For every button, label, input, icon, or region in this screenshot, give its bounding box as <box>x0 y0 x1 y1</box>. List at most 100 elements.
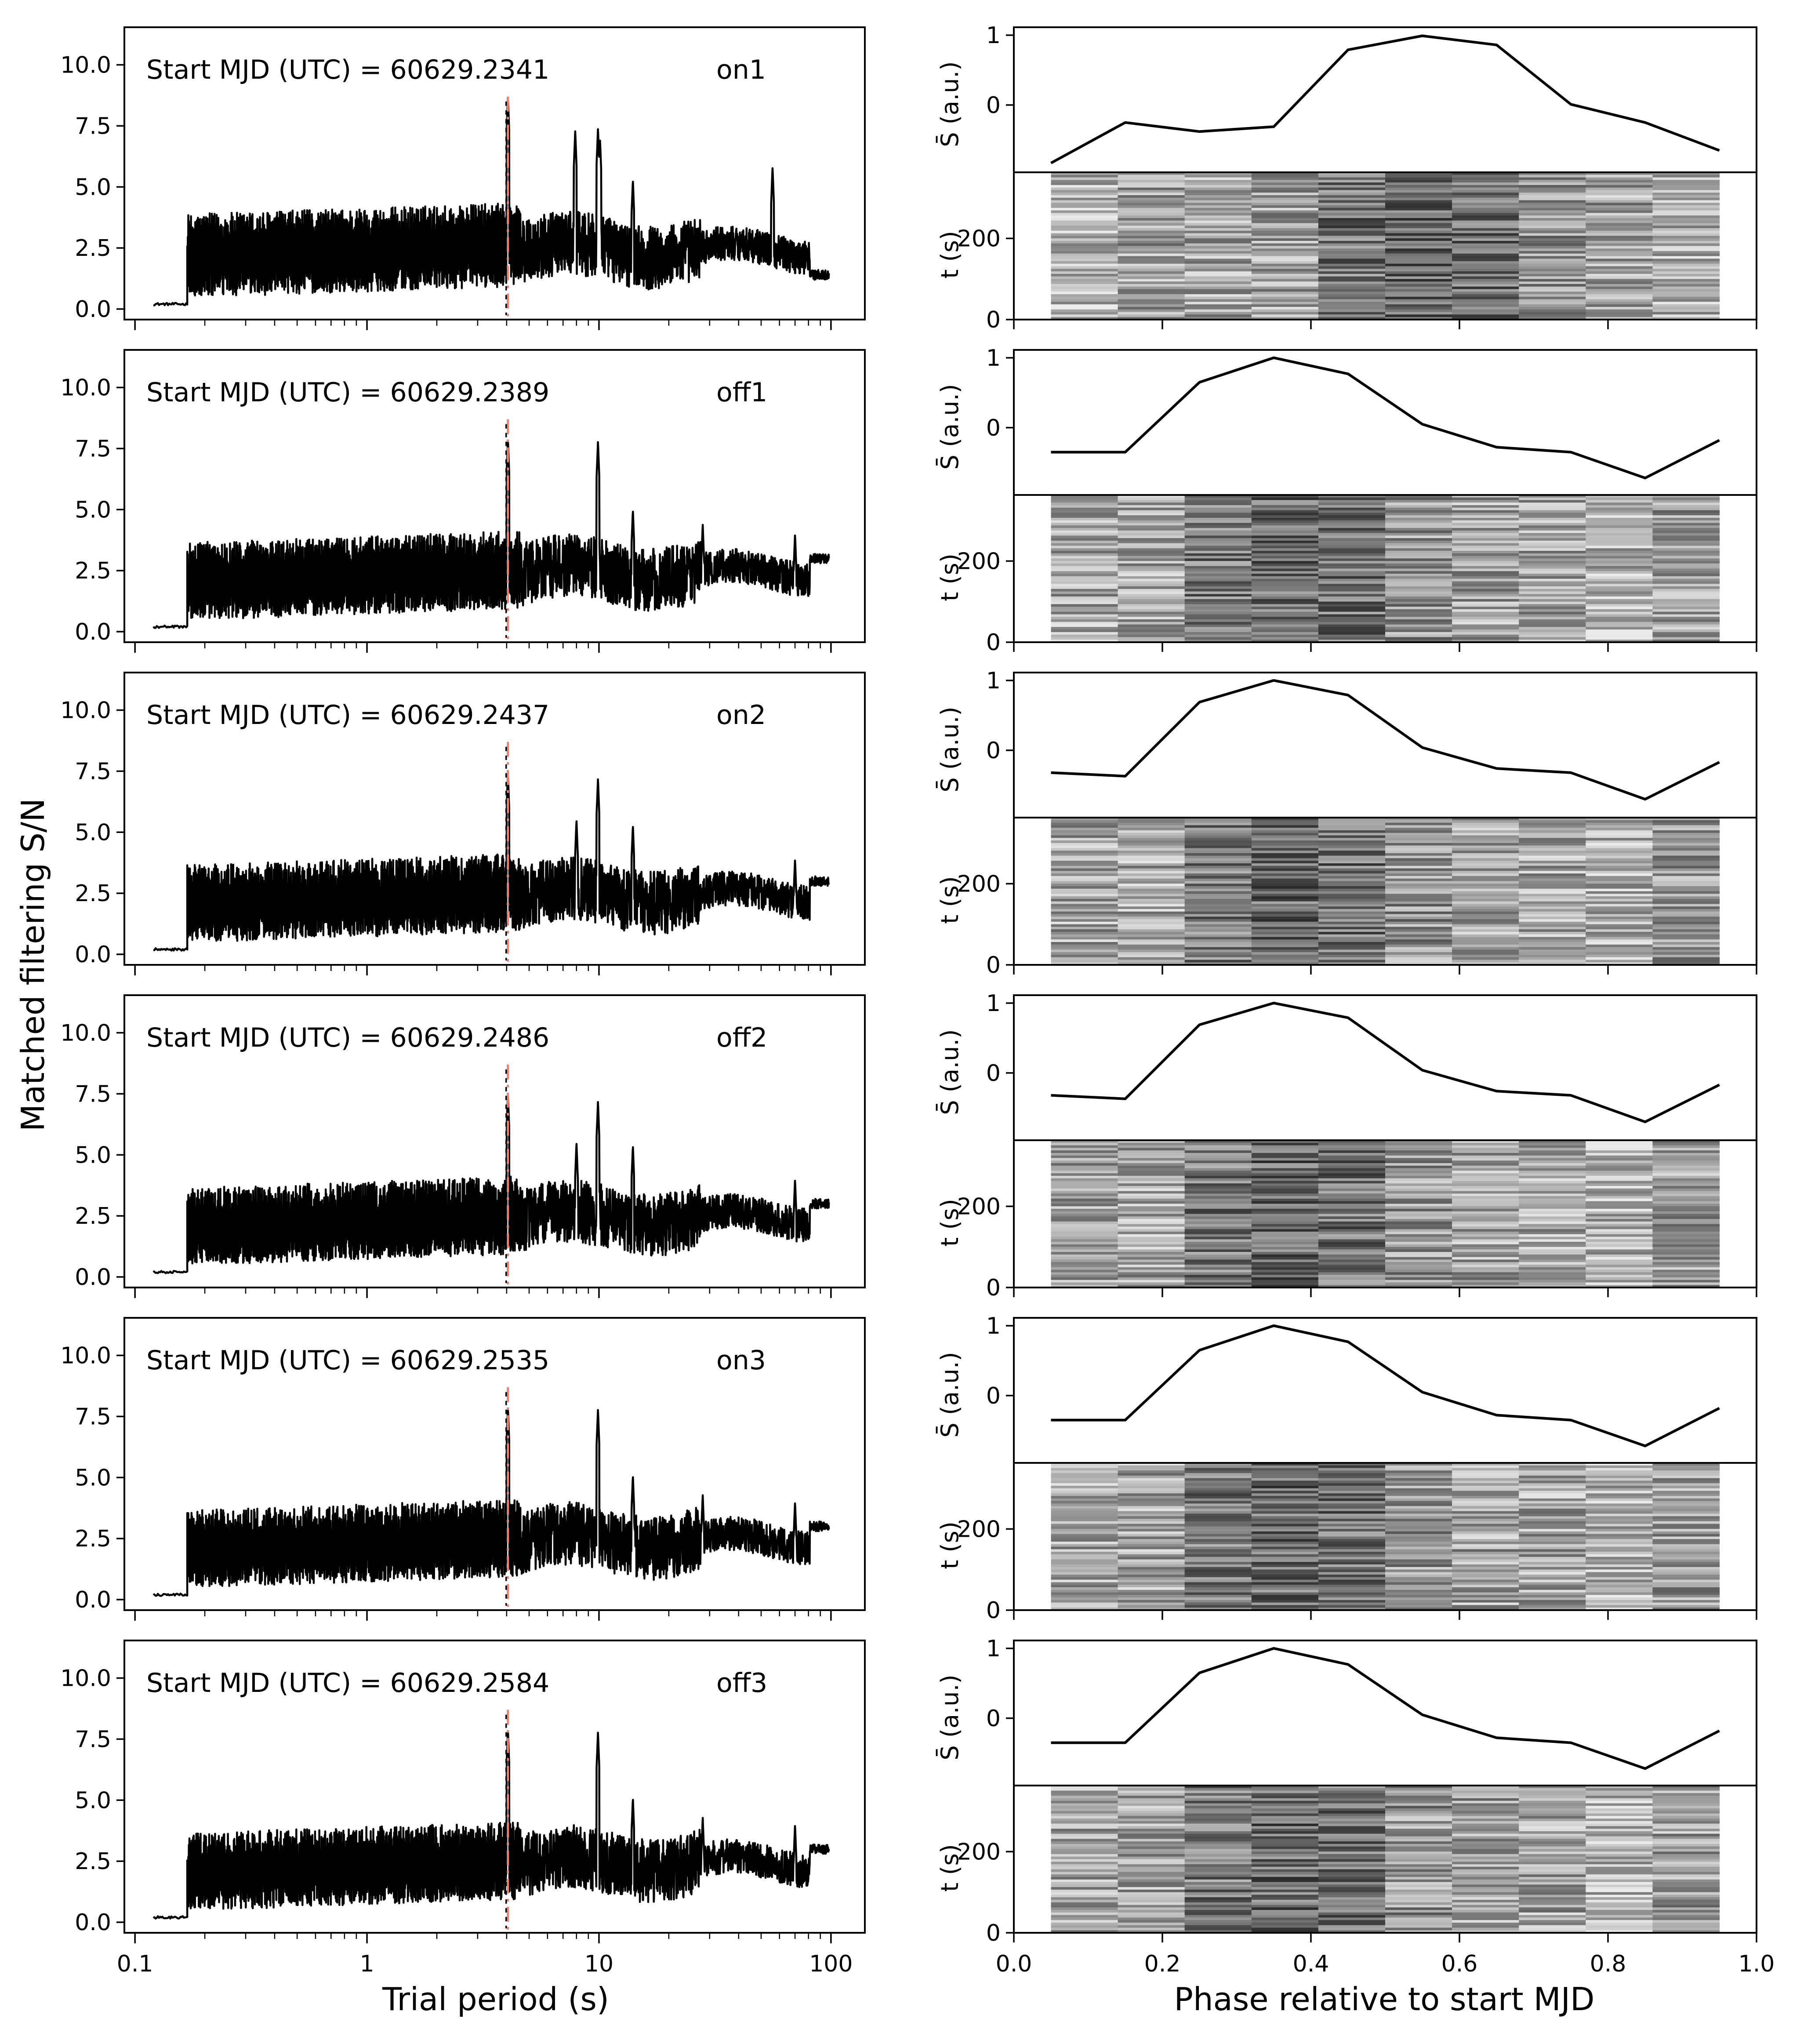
heatmap-cell <box>1519 223 1586 226</box>
heatmap-cell <box>1118 1808 1185 1811</box>
heatmap-cell <box>1118 1516 1185 1519</box>
heatmap-cell <box>1452 1142 1519 1146</box>
heatmap-cell <box>1586 1267 1653 1270</box>
heatmap-cell <box>1586 931 1653 935</box>
heatmap-cell <box>1519 594 1586 597</box>
heatmap-cell <box>1251 279 1319 282</box>
heatmap-cell <box>1184 589 1252 592</box>
heatmap-cell <box>1652 571 1720 574</box>
heatmap-cell <box>1051 269 1118 272</box>
heatmap-cell <box>1652 258 1720 262</box>
heatmap-cell <box>1051 1269 1118 1273</box>
heatmap-cell <box>1118 1788 1185 1791</box>
heatmap-cell <box>1385 957 1452 960</box>
heatmap-cell <box>1586 220 1653 224</box>
heatmap-cell <box>1586 1575 1653 1578</box>
heatmap-cell <box>1318 929 1386 932</box>
heatmap-cell <box>1519 1839 1586 1842</box>
heatmap-cell <box>1318 1463 1386 1466</box>
heatmap-cell <box>1118 1257 1185 1260</box>
heatmap-cell <box>1452 924 1519 927</box>
heatmap-cell <box>1318 187 1386 191</box>
heatmap-cell <box>1251 1486 1319 1489</box>
heatmap-cell <box>1586 190 1653 193</box>
heatmap-cell <box>1051 855 1118 858</box>
heatmap-cell <box>1184 1219 1252 1222</box>
heatmap-cell <box>1251 1285 1319 1288</box>
heatmap-cell <box>1652 1884 1720 1888</box>
heatmap-cell <box>1251 853 1319 856</box>
heatmap-cell <box>1385 1844 1452 1847</box>
heatmap-cell <box>1184 207 1252 211</box>
heatmap-cell <box>1385 944 1452 948</box>
heatmap-cell <box>1586 1595 1653 1598</box>
heatmap-cell <box>1184 911 1252 915</box>
heatmap-cell <box>1184 1470 1252 1473</box>
heatmap-cell <box>1118 528 1185 531</box>
heatmap-cell <box>1051 1788 1118 1791</box>
heatmap-cell <box>1118 1158 1185 1161</box>
heatmap-cell <box>1652 1178 1720 1181</box>
heatmap-cell <box>1118 1836 1185 1839</box>
heatmap-cell <box>1519 500 1586 503</box>
heatmap-cell <box>1385 1486 1452 1489</box>
heatmap-cell <box>1452 1905 1519 1908</box>
heatmap-cell <box>1118 1803 1185 1806</box>
heatmap-cell <box>1118 888 1185 892</box>
heatmap-cell <box>1519 886 1586 889</box>
heatmap-cell <box>1385 911 1452 915</box>
profile-y-tick-label: 1 <box>986 668 1001 694</box>
heatmap-cell <box>1652 248 1720 251</box>
heatmap-cell <box>1184 294 1252 297</box>
heatmap-cell <box>1318 223 1386 226</box>
heatmap-cell <box>1118 1480 1185 1484</box>
heatmap-cell <box>1385 1790 1452 1793</box>
heatmap-cell <box>1586 281 1653 284</box>
heatmap-cell <box>1385 634 1452 638</box>
heatmap-cell <box>1519 937 1586 940</box>
heatmap-cell <box>1586 584 1653 587</box>
heatmap-cell <box>1184 1183 1252 1186</box>
heatmap-cell <box>1652 1793 1720 1796</box>
heatmap-cell <box>1051 911 1118 915</box>
heatmap-cell <box>1318 1242 1386 1245</box>
heatmap-cell <box>1184 896 1252 899</box>
heatmap-cell <box>1385 518 1452 521</box>
heatmap-cell <box>1318 1188 1386 1192</box>
heatmap-cell <box>1251 541 1319 544</box>
heatmap-cell <box>1385 510 1452 513</box>
heatmap-cell <box>1652 256 1720 259</box>
heatmap-cell <box>1385 581 1452 584</box>
heatmap-cell <box>1184 927 1252 930</box>
heatmap-cell <box>1184 533 1252 536</box>
heatmap-cell <box>1519 855 1586 858</box>
heatmap-cell <box>1385 1821 1452 1824</box>
heatmap-cell <box>1184 825 1252 828</box>
heatmap-cell <box>1385 284 1452 287</box>
heatmap-cell <box>1652 634 1720 638</box>
heatmap-cell <box>1318 299 1386 302</box>
heatmap-cell <box>1586 561 1653 564</box>
heatmap-cell <box>1251 1592 1319 1595</box>
heatmap-cell <box>1051 886 1118 889</box>
heatmap-cell <box>1051 1173 1118 1176</box>
heatmap-cell <box>1184 263 1252 267</box>
heatmap-cell <box>1118 1813 1185 1816</box>
heatmap-cell <box>1051 1181 1118 1184</box>
heatmap-cell <box>1652 286 1720 290</box>
heatmap-cell <box>1519 1216 1586 1219</box>
heatmap-cell <box>1652 1506 1720 1509</box>
heatmap-cell <box>1519 1478 1586 1481</box>
heatmap-cell <box>1452 248 1519 251</box>
heatmap-cell <box>1184 317 1252 320</box>
panel-frame <box>123 26 866 320</box>
heatmap-cell <box>1184 1486 1252 1489</box>
heatmap-cell <box>1318 818 1386 821</box>
heatmap-cell <box>1385 1193 1452 1197</box>
heatmap-cell <box>1184 1188 1252 1192</box>
heatmap-cell <box>1184 1267 1252 1270</box>
heatmap-cell <box>1519 1488 1586 1491</box>
heatmap-cell <box>1652 833 1720 836</box>
heatmap-cell <box>1318 1874 1386 1877</box>
heatmap-cell <box>1251 1892 1319 1895</box>
